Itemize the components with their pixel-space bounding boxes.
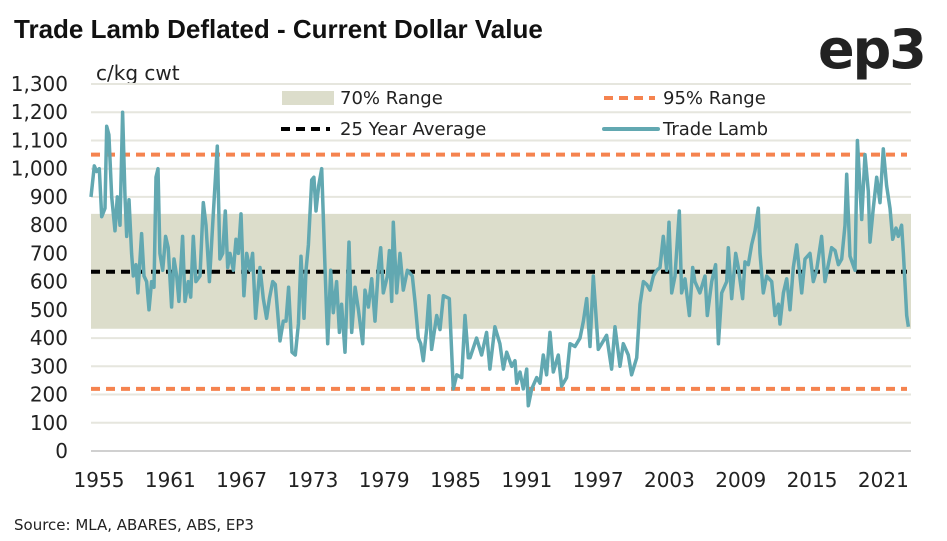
x-tick-label: 1991 — [501, 468, 552, 492]
x-tick-label: 2009 — [715, 468, 766, 492]
y-tick-label: 500 — [30, 298, 68, 322]
x-axis-ticks: 1955 1961 1967 1973 1979 1985 1991 1997 2003 2009… — [74, 468, 909, 492]
legend-label-trade-lamb: Trade Lamb — [662, 119, 768, 140]
y-tick-label: 1,000 — [11, 157, 68, 181]
y-tick-label: 200 — [30, 383, 68, 407]
trade-lamb-series-line — [89, 110, 911, 408]
x-tick-label: 2021 — [858, 468, 909, 492]
x-tick-label: 1979 — [359, 468, 410, 492]
x-tick-label: 1985 — [430, 468, 481, 492]
y-tick-label: 100 — [30, 411, 68, 435]
y-tick-label: 300 — [30, 354, 68, 378]
legend-label-average: 25 Year Average — [340, 119, 486, 140]
chart-title: Trade Lamb Deflated - Current Dollar Val… — [14, 14, 543, 44]
source-note: Source: MLA, ABARES, ABS, EP3 — [14, 516, 254, 534]
y-tick-label: 400 — [30, 326, 68, 350]
legend-label-range95: 95% Range — [663, 88, 766, 109]
x-tick-label: 2003 — [644, 468, 695, 492]
legend-label-range70: 70% Range — [340, 88, 443, 109]
ep3-logo: ep3 — [818, 18, 925, 81]
x-tick-label: 2015 — [787, 468, 838, 492]
legend-swatch-range70 — [282, 91, 334, 105]
trade-lamb-points — [90, 112, 909, 406]
x-tick-label: 1955 — [74, 468, 125, 492]
y-axis-label: c/kg cwt — [96, 61, 180, 85]
y-tick-label: 600 — [30, 270, 68, 294]
y-axis-ticks: 0 100 200 300 400 500 600 700 800 900 1,000 1,100 1,… — [11, 72, 68, 463]
y-tick-label: 1,100 — [11, 128, 68, 152]
x-tick-label: 1967 — [216, 468, 267, 492]
legend: 70% Range 95% Range 25 Year Average Trad… — [281, 88, 768, 140]
y-tick-label: 800 — [30, 213, 68, 237]
y-tick-label: 1,200 — [11, 100, 68, 124]
x-tick-label: 1973 — [287, 468, 338, 492]
x-tick-label: 1961 — [145, 468, 196, 492]
y-tick-label: 1,300 — [11, 72, 68, 96]
x-tick-label: 1997 — [573, 468, 624, 492]
y-tick-label: 900 — [30, 185, 68, 209]
y-tick-label: 700 — [30, 241, 68, 265]
y-tick-label: 0 — [55, 439, 68, 463]
